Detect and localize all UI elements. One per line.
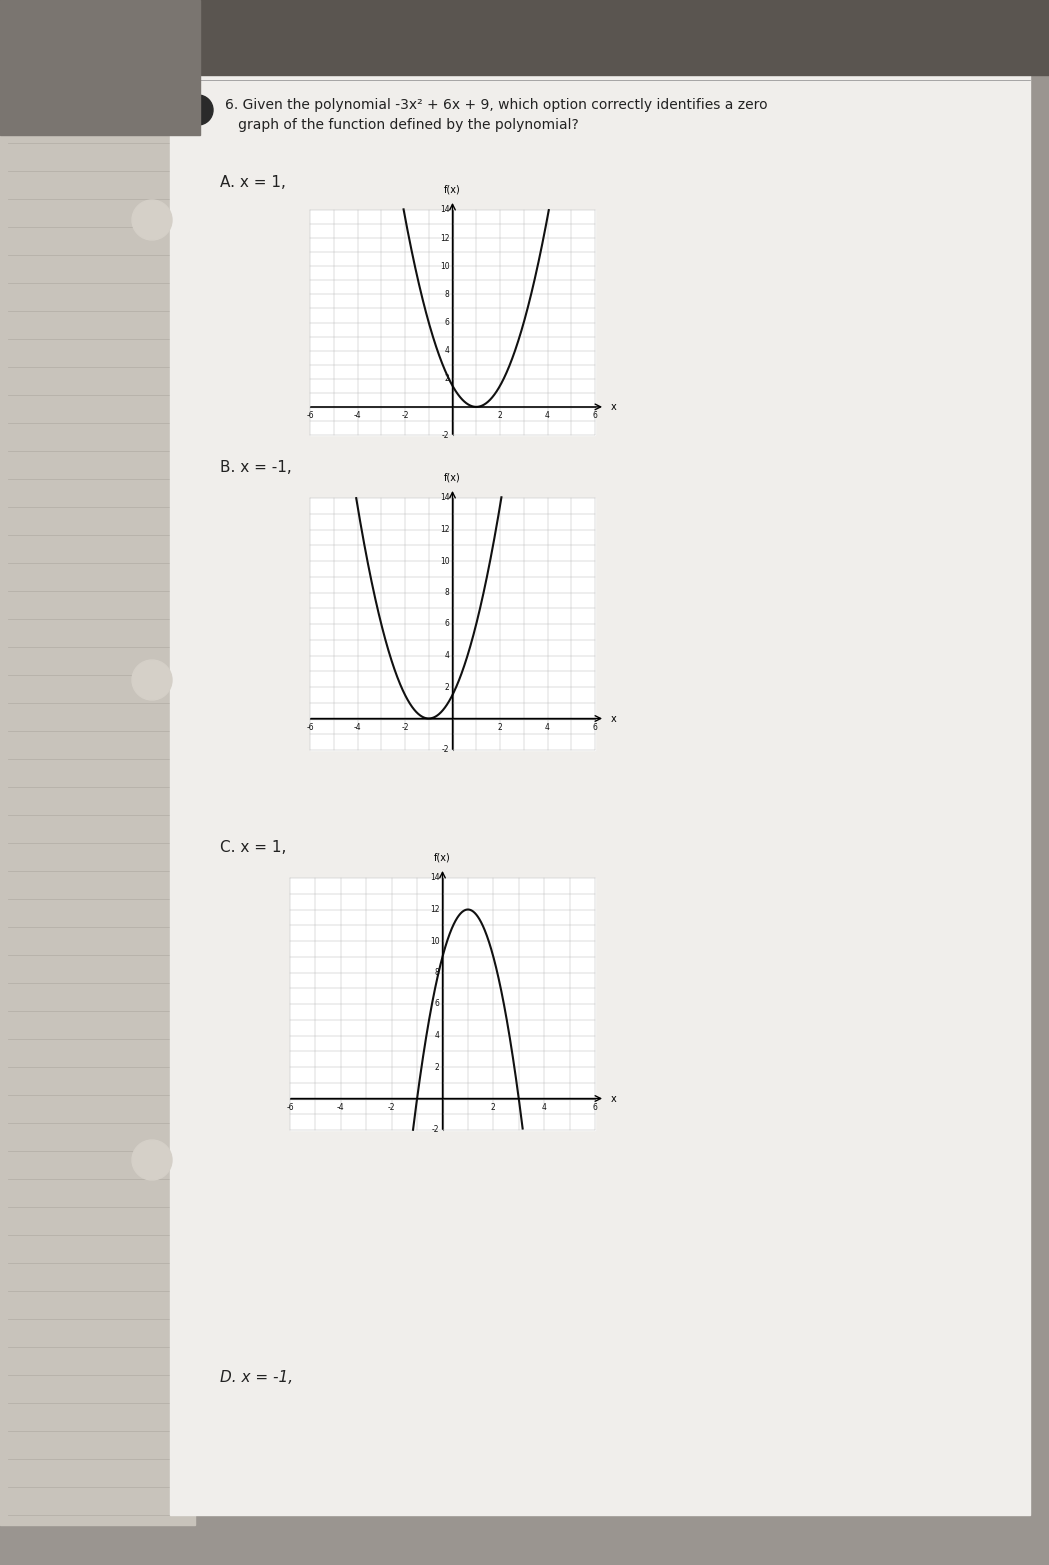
Circle shape	[132, 660, 172, 700]
Text: -6: -6	[306, 412, 314, 419]
Text: -2: -2	[432, 1125, 440, 1135]
Text: -2: -2	[402, 723, 409, 731]
Text: 14: 14	[440, 493, 450, 502]
Text: -2: -2	[402, 412, 409, 419]
Text: -2: -2	[388, 1102, 395, 1111]
Text: 14: 14	[430, 873, 440, 883]
Bar	[311, 498, 595, 750]
Circle shape	[132, 1139, 172, 1180]
Circle shape	[132, 200, 172, 239]
Text: 6: 6	[593, 723, 598, 731]
Text: 6: 6	[445, 318, 450, 327]
Bar	[311, 210, 595, 435]
Text: -2: -2	[442, 430, 450, 440]
Text: 2: 2	[497, 723, 502, 731]
Text: 12: 12	[440, 233, 450, 243]
Text: 8: 8	[434, 969, 440, 977]
Text: 2: 2	[445, 374, 450, 383]
Text: x: x	[611, 714, 617, 723]
Bar	[290, 878, 595, 1130]
Text: 6: 6	[593, 1102, 598, 1111]
Text: 1/30/2020: 1/30/2020	[185, 59, 249, 74]
Polygon shape	[0, 0, 200, 135]
Text: f(x): f(x)	[444, 473, 461, 482]
Text: AAPR State Test Review (Use this One): AAPR State Test Review (Use this One)	[792, 50, 1020, 63]
Text: f(x): f(x)	[444, 185, 461, 194]
Text: -4: -4	[354, 723, 361, 731]
Text: 4: 4	[541, 1102, 547, 1111]
Text: -4: -4	[354, 412, 361, 419]
Bar	[170, 25, 1030, 1515]
Text: 6: 6	[593, 412, 598, 419]
Text: -6: -6	[306, 723, 314, 731]
Text: -2: -2	[442, 745, 450, 754]
Text: B. x = -1,: B. x = -1,	[220, 460, 292, 476]
Text: 6: 6	[445, 620, 450, 629]
Text: 6: 6	[434, 1000, 440, 1008]
Text: C. x = 1,: C. x = 1,	[220, 840, 286, 854]
Text: 2: 2	[497, 412, 502, 419]
Bar	[311, 210, 595, 435]
Text: 12: 12	[440, 524, 450, 534]
Text: 4: 4	[434, 1031, 440, 1041]
Text: 4: 4	[445, 651, 450, 660]
Bar	[0, 0, 1049, 75]
Text: 4: 4	[545, 412, 550, 419]
Text: A. x = 1,: A. x = 1,	[220, 175, 286, 189]
Text: 2: 2	[491, 1102, 496, 1111]
Text: D. x = -1,: D. x = -1,	[220, 1369, 293, 1385]
Text: 12: 12	[430, 905, 440, 914]
Text: 4: 4	[445, 346, 450, 355]
Text: 8: 8	[445, 588, 450, 596]
Circle shape	[183, 95, 213, 125]
Text: 4: 4	[545, 723, 550, 731]
Text: f(x): f(x)	[434, 851, 451, 862]
Text: 10: 10	[430, 936, 440, 945]
Bar	[290, 878, 595, 1130]
Text: 8: 8	[445, 290, 450, 299]
Text: 14: 14	[440, 205, 450, 214]
Text: x: x	[611, 402, 617, 412]
Text: 2: 2	[445, 682, 450, 692]
Text: x: x	[611, 1094, 617, 1103]
Text: 6. Given the polynomial -3x² + 6x + 9, which option correctly identifies a zero: 6. Given the polynomial -3x² + 6x + 9, w…	[224, 99, 768, 113]
Text: 10: 10	[440, 261, 450, 271]
Text: -6: -6	[286, 1102, 294, 1111]
Text: -4: -4	[337, 1102, 345, 1111]
Bar	[311, 498, 595, 750]
Text: 2: 2	[434, 1063, 440, 1072]
Text: 10: 10	[440, 557, 450, 565]
Text: graph of the function defined by the polynomial?: graph of the function defined by the pol…	[224, 117, 579, 131]
Bar	[0, 20, 195, 1524]
